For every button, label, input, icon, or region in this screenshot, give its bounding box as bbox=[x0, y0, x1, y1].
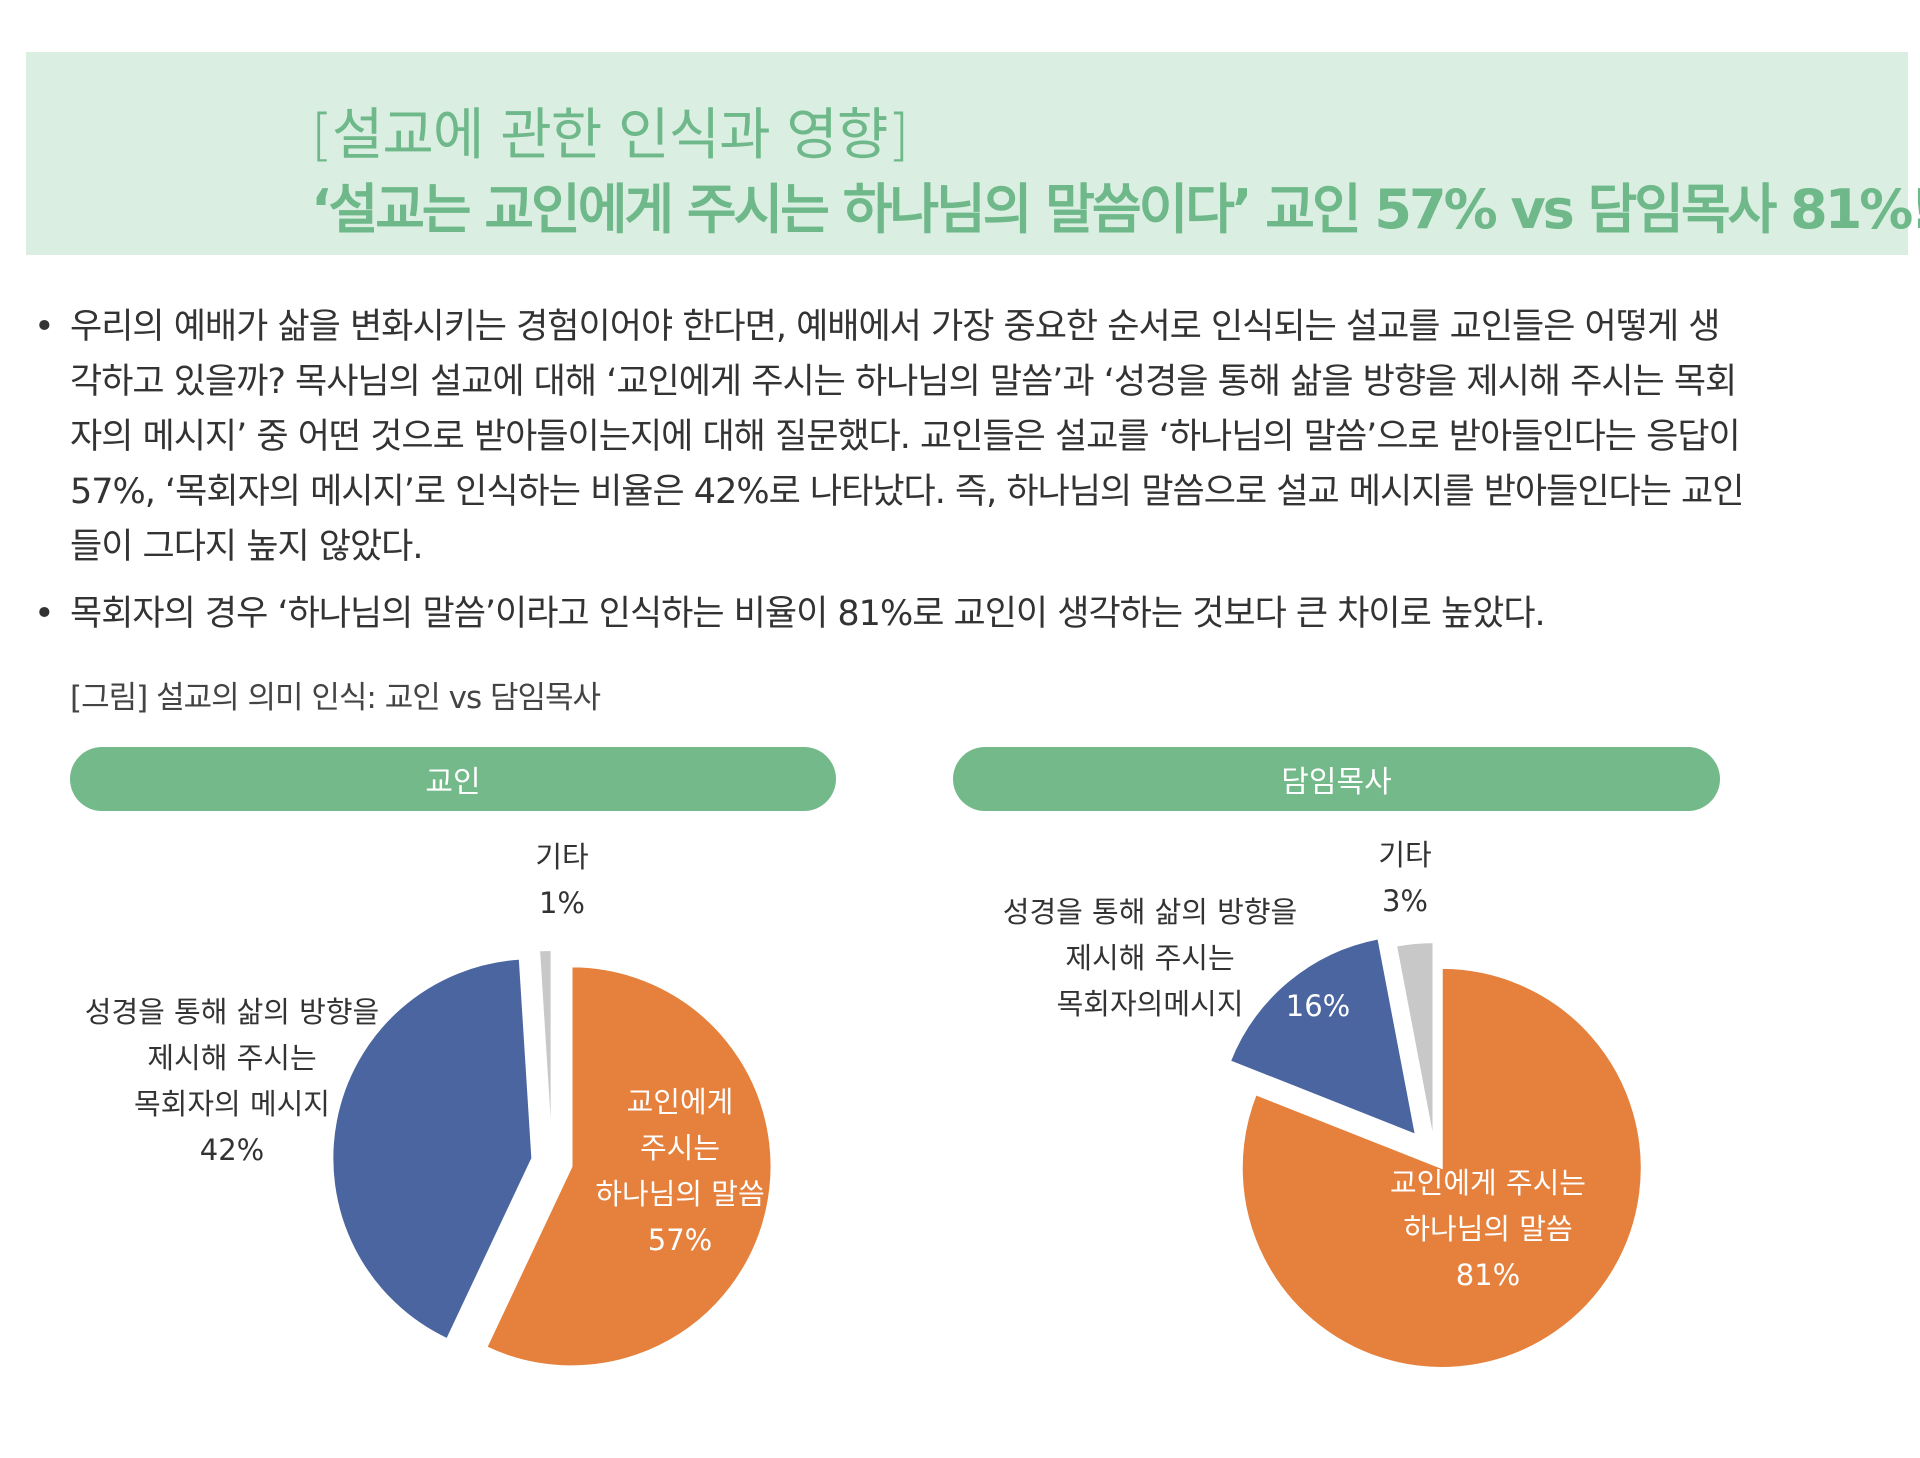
pie-value-label: 16% bbox=[1286, 989, 1350, 1023]
pie-value-label: 3% bbox=[1382, 884, 1428, 918]
bullet-dot: • bbox=[34, 307, 55, 347]
pie-category-label: 기타 bbox=[1378, 838, 1431, 872]
pie-category-label: 목회자의메시지 bbox=[1057, 987, 1244, 1021]
pie-category-label: 제시해 주시는 bbox=[1065, 941, 1234, 975]
pie-value-label: 42% bbox=[200, 1133, 264, 1167]
pie-slice bbox=[1240, 966, 1643, 1369]
pie-slice bbox=[1394, 941, 1435, 1143]
pie-slice bbox=[538, 949, 553, 1151]
pie-slice bbox=[485, 965, 773, 1368]
pie-category-label: 성경을 통해 삶의 방향을 bbox=[85, 995, 379, 1029]
pie-category-label: 성경을 통해 삶의 방향을 bbox=[1003, 895, 1297, 929]
pie-category-label: 하나님의 말씀 bbox=[1403, 1212, 1572, 1246]
pie-category-label: 하나님의 말씀 bbox=[595, 1177, 764, 1211]
pie-category-label: 목회자의 메시지 bbox=[134, 1087, 330, 1121]
header-subtitle: [설교에 관한 인식과 영향] bbox=[311, 103, 909, 168]
bullet-list: • 우리의 예배가 삶을 변화시키는 경험이어야 한다면, 예배에서 가장 중요… bbox=[30, 300, 1750, 654]
pie-category-label: 교인에게 bbox=[627, 1085, 734, 1119]
header-title: ‘설교는 교인에게 주시는 하나님의 말씀이다’ 교인 57% vs 담임목사 … bbox=[311, 178, 1920, 241]
pie-category-label: 기타 bbox=[535, 840, 588, 874]
pie-value-label: 81% bbox=[1456, 1258, 1520, 1292]
figure-caption: [그림] 설교의 의미 인식: 교인 vs 담임목사 bbox=[70, 680, 601, 716]
bullet-item: • 우리의 예배가 삶을 변화시키는 경험이어야 한다면, 예배에서 가장 중요… bbox=[30, 300, 1750, 575]
bullet-text: 목회자의 경우 ‘하나님의 말씀’이라고 인식하는 비율이 81%로 교인이 생… bbox=[70, 594, 1546, 634]
pie-value-label: 1% bbox=[539, 886, 585, 920]
bullet-text: 우리의 예배가 삶을 변화시키는 경험이어야 한다면, 예배에서 가장 중요한 … bbox=[70, 307, 1744, 567]
chart-title-members: 교인 bbox=[70, 747, 836, 811]
bullet-dot: • bbox=[34, 594, 55, 634]
bullet-item: • 목회자의 경우 ‘하나님의 말씀’이라고 인식하는 비율이 81%로 교인이… bbox=[30, 587, 1750, 642]
pie-category-label: 교인에게 주시는 bbox=[1390, 1166, 1586, 1200]
pie-value-label: 57% bbox=[648, 1223, 712, 1257]
pie-slice bbox=[1228, 937, 1418, 1137]
header-banner: [설교에 관한 인식과 영향] ‘설교는 교인에게 주시는 하나님의 말씀이다’… bbox=[26, 52, 1920, 255]
chart-title-pastors: 담임목사 bbox=[953, 747, 1720, 811]
pie-slice bbox=[331, 957, 534, 1341]
pie-category-label: 주시는 bbox=[640, 1131, 720, 1165]
pie-category-label: 제시해 주시는 bbox=[147, 1041, 316, 1075]
